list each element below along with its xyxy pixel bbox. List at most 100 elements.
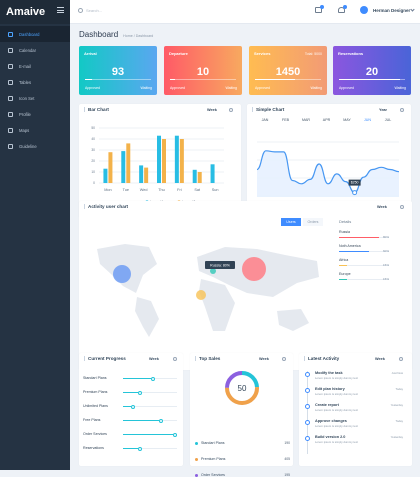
avatar[interactable]: [360, 6, 368, 14]
simple-chart-card: Simple Chart Year JAN FEB MAR APR MAY JUN JUL $…: [247, 104, 411, 218]
bar-y-tick: 10: [91, 170, 95, 174]
bar-y-tick: 30: [91, 148, 95, 152]
sidebar-item-guideline[interactable]: Guideline: [0, 138, 70, 154]
week-dropdown[interactable]: Week: [259, 357, 269, 361]
progress-label: Unlimited Plans: [83, 404, 108, 408]
line-series: [256, 150, 400, 194]
progress-fill: [123, 448, 139, 449]
progress-label: Premium Plans: [83, 390, 108, 394]
month-label: MAR: [302, 118, 310, 122]
activity-item[interactable]: Edit plan history Lorem ipsum is simply d…: [315, 387, 403, 396]
bar-legend-2-wed: [144, 167, 149, 183]
notification-badge: [320, 5, 324, 9]
sales-value: 405: [284, 457, 290, 461]
activity-item[interactable]: Approve changes Lorem ipsum is simply dum…: [315, 419, 403, 428]
card-title: Current Progress: [79, 353, 183, 363]
bar-x-label: Tue: [123, 188, 129, 192]
sales-donut-chart: 50: [225, 371, 259, 405]
stat-total: Total: 5000: [304, 52, 322, 56]
card-title: Activity user chart: [79, 201, 412, 211]
menu-toggle-icon[interactable]: [57, 7, 64, 13]
timeline-dot: [305, 420, 310, 425]
progress-label: Standart Plans: [83, 376, 107, 380]
bar-legend-1-mon: [103, 168, 108, 183]
search-box[interactable]: Search...: [78, 8, 102, 13]
sidebar-item-maps[interactable]: Maps: [0, 122, 70, 138]
sidebar-item-dashboard[interactable]: Dashboard: [0, 26, 70, 42]
stat-progress-fill: [255, 79, 295, 80]
activity-description: Lorem ipsum is simply dummy text: [315, 376, 358, 380]
map-tooltip: Russia: 80%: [210, 264, 230, 268]
stat-card-reservations: Reservations 20 Approved Waiting: [333, 46, 411, 95]
sidebar-item-tables[interactable]: Tables: [0, 74, 70, 90]
gear-icon[interactable]: [282, 357, 286, 361]
timeline-dot: [305, 436, 310, 441]
progress-track: [123, 446, 177, 451]
week-dropdown[interactable]: Week: [377, 205, 387, 209]
sidebar-item-calendar[interactable]: Calendar: [0, 42, 70, 58]
gear-icon[interactable]: [173, 357, 177, 361]
progress-fill: [123, 392, 139, 393]
bar-chart-card: Bar Chart Week 50 40 30 20 10 0 Mon Tue Wed Thu Fr…: [79, 104, 241, 218]
month-label: APR: [323, 118, 331, 122]
mail-icon[interactable]: [315, 5, 324, 13]
activity-item[interactable]: Build version 2.0 Lorem ipsum is simply d…: [315, 435, 403, 444]
activity-user-chart-card: Activity user chart Week Users Orders Ru…: [79, 201, 412, 370]
timeline-dot: [305, 388, 310, 393]
donut-slice-standart-plans: [241, 371, 259, 388]
map-icon: [8, 127, 13, 133]
progress-handle[interactable]: [138, 390, 143, 395]
progress-handle[interactable]: [172, 432, 177, 437]
stat-value: 20: [365, 66, 379, 78]
page-title: Dashboard: [79, 30, 119, 39]
sidebar: Amaive Dashboard Calendar E-mail Tables …: [0, 0, 70, 470]
donut-slice-order-services: [225, 371, 243, 388]
stat-approved: Approved: [170, 86, 185, 90]
sidebar-item-email[interactable]: E-mail: [0, 58, 70, 74]
activity-description: Lorem ipsum is simply dummy text: [315, 408, 358, 412]
sales-value: 190: [284, 441, 290, 445]
stat-card-arrival: Arrival 93 Approved Waiting: [79, 46, 157, 95]
username[interactable]: Herman Designer: [373, 8, 411, 13]
progress-handle[interactable]: [158, 418, 163, 423]
activity-item[interactable]: Create report Lorem ipsum is simply dummy…: [315, 403, 403, 412]
activity-item[interactable]: Modify the task Lorem ipsum is simply dum…: [315, 371, 403, 380]
sidebar-nav: Dashboard Calendar E-mail Tables Icon Se…: [0, 26, 70, 154]
stat-card-departure: Departure 10 Approved Waiting: [164, 46, 242, 95]
activity-time: Yesterday: [390, 435, 403, 439]
year-dropdown[interactable]: Year: [379, 108, 388, 112]
bar-legend-2-thu: [162, 139, 166, 183]
orders-toggle[interactable]: Orders: [303, 218, 323, 226]
users-toggle[interactable]: Users: [281, 218, 301, 226]
gear-icon[interactable]: [399, 357, 403, 361]
week-dropdown[interactable]: Week: [207, 108, 217, 112]
week-dropdown[interactable]: Week: [149, 357, 159, 361]
donut-slice-premium-plans: [225, 386, 259, 405]
progress-label: Free Plans: [83, 418, 101, 422]
month-label: MAY: [343, 118, 351, 122]
south-america-shape: [135, 297, 159, 337]
progress-handle[interactable]: [138, 446, 143, 451]
progress-handle[interactable]: [130, 404, 135, 409]
sidebar-item-icon-set[interactable]: Icon Set: [0, 90, 70, 106]
stat-label: Services: [254, 51, 271, 56]
sidebar-item-profile[interactable]: Profile: [0, 106, 70, 122]
progress-handle[interactable]: [151, 376, 156, 381]
gear-icon[interactable]: [400, 205, 404, 209]
chevron-down-icon[interactable]: [410, 7, 415, 12]
bell-icon[interactable]: [338, 5, 347, 13]
sales-row: Order Services 195: [195, 473, 290, 477]
week-dropdown[interactable]: Week: [375, 357, 385, 361]
stat-value: 93: [111, 66, 125, 78]
top-sales-card: Top Sales Week 50 Standart Plans 190 Premi…: [190, 353, 293, 477]
breadcrumb[interactable]: Home / Dashboard: [123, 34, 154, 38]
progress-track: [123, 390, 177, 395]
sales-row: Premium Plans 405: [195, 457, 290, 461]
gear-icon[interactable]: [400, 108, 404, 112]
stat-waiting: Waiting: [140, 86, 152, 90]
stat-approved: Approved: [85, 86, 100, 90]
gear-icon[interactable]: [229, 108, 233, 112]
sales-label: Standart Plans: [201, 441, 225, 445]
stat-progress-fill: [339, 79, 401, 80]
progress-fill: [123, 406, 131, 407]
